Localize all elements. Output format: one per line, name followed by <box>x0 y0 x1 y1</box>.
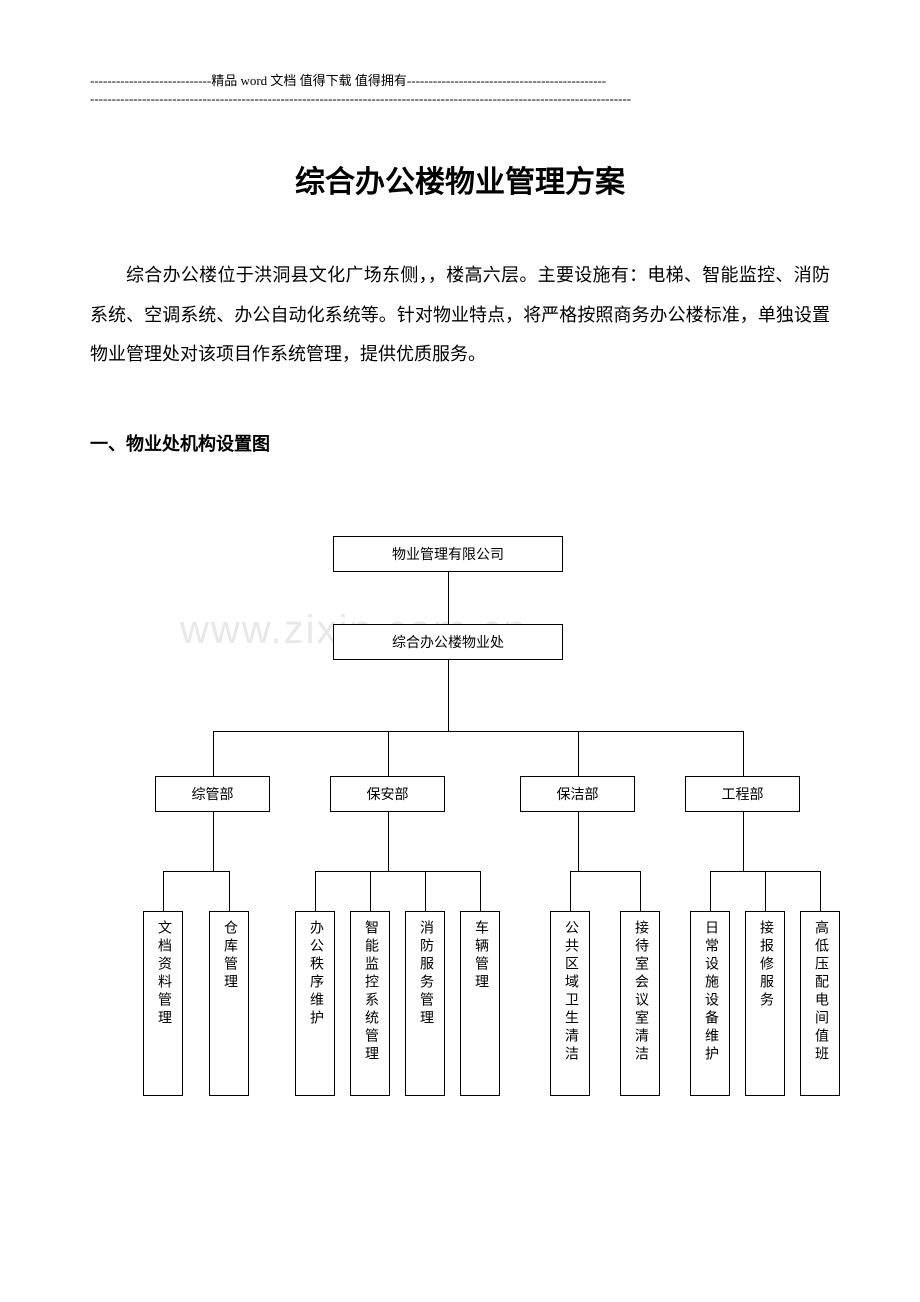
header-line1: ----------------------------精品 word 文档 值… <box>90 70 830 89</box>
connector-line <box>315 871 316 911</box>
intro-paragraph: 综合办公楼位于洪洞县文化广场东侧，，楼高六层。主要设施有：电梯、智能监控、消防系… <box>90 256 830 375</box>
connector-line <box>820 871 821 911</box>
connector-line <box>578 731 579 776</box>
org-leaf-0: 文档资料管理 <box>143 911 183 1096</box>
connector-line <box>163 871 229 872</box>
connector-line <box>710 871 711 911</box>
org-leaf-4: 消防服务管理 <box>405 911 445 1096</box>
org-leaf-3: 智能监控系统管理 <box>350 911 390 1096</box>
org-leaf-9: 接报修服务 <box>745 911 785 1096</box>
org-leaf-7: 接待室会议室清洁 <box>620 911 660 1096</box>
connector-line <box>570 871 640 872</box>
connector-line <box>743 731 744 776</box>
connector-line <box>578 812 579 871</box>
org-leaf-6: 公共区域卫生清洁 <box>550 911 590 1096</box>
connector-line <box>163 871 164 911</box>
org-node-dept-0: 综管部 <box>155 776 270 812</box>
org-leaf-8: 日常设施设备维护 <box>690 911 730 1096</box>
connector-line <box>640 871 641 911</box>
org-chart: www.zixin.com.cn 物业管理有限公司综合办公楼物业处综管部保安部保… <box>90 536 830 1136</box>
org-leaf-10: 高低压配电间值班 <box>800 911 840 1096</box>
org-node-office: 综合办公楼物业处 <box>333 624 563 660</box>
connector-line <box>480 871 481 911</box>
connector-line <box>213 731 743 732</box>
connector-line <box>570 871 571 911</box>
org-leaf-5: 车辆管理 <box>460 911 500 1096</box>
org-node-dept-1: 保安部 <box>330 776 445 812</box>
org-node-dept-2: 保洁部 <box>520 776 635 812</box>
connector-line <box>388 731 389 776</box>
connector-line <box>448 660 449 731</box>
org-node-dept-3: 工程部 <box>685 776 800 812</box>
connector-line <box>229 871 230 911</box>
org-node-company: 物业管理有限公司 <box>333 536 563 572</box>
document-title: 综合办公楼物业管理方案 <box>90 157 830 201</box>
connector-line <box>425 871 426 911</box>
org-leaf-1: 仓库管理 <box>209 911 249 1096</box>
connector-line <box>388 812 389 871</box>
org-leaf-2: 办公秩序维护 <box>295 911 335 1096</box>
connector-line <box>315 871 480 872</box>
connector-line <box>743 812 744 871</box>
connector-line <box>213 812 214 871</box>
connector-line <box>213 731 214 776</box>
connector-line <box>765 871 766 911</box>
section-heading: 一、物业处机构设置图 <box>90 430 830 456</box>
connector-line <box>370 871 371 911</box>
header-line2: ----------------------------------------… <box>90 91 830 107</box>
connector-line <box>448 572 449 624</box>
